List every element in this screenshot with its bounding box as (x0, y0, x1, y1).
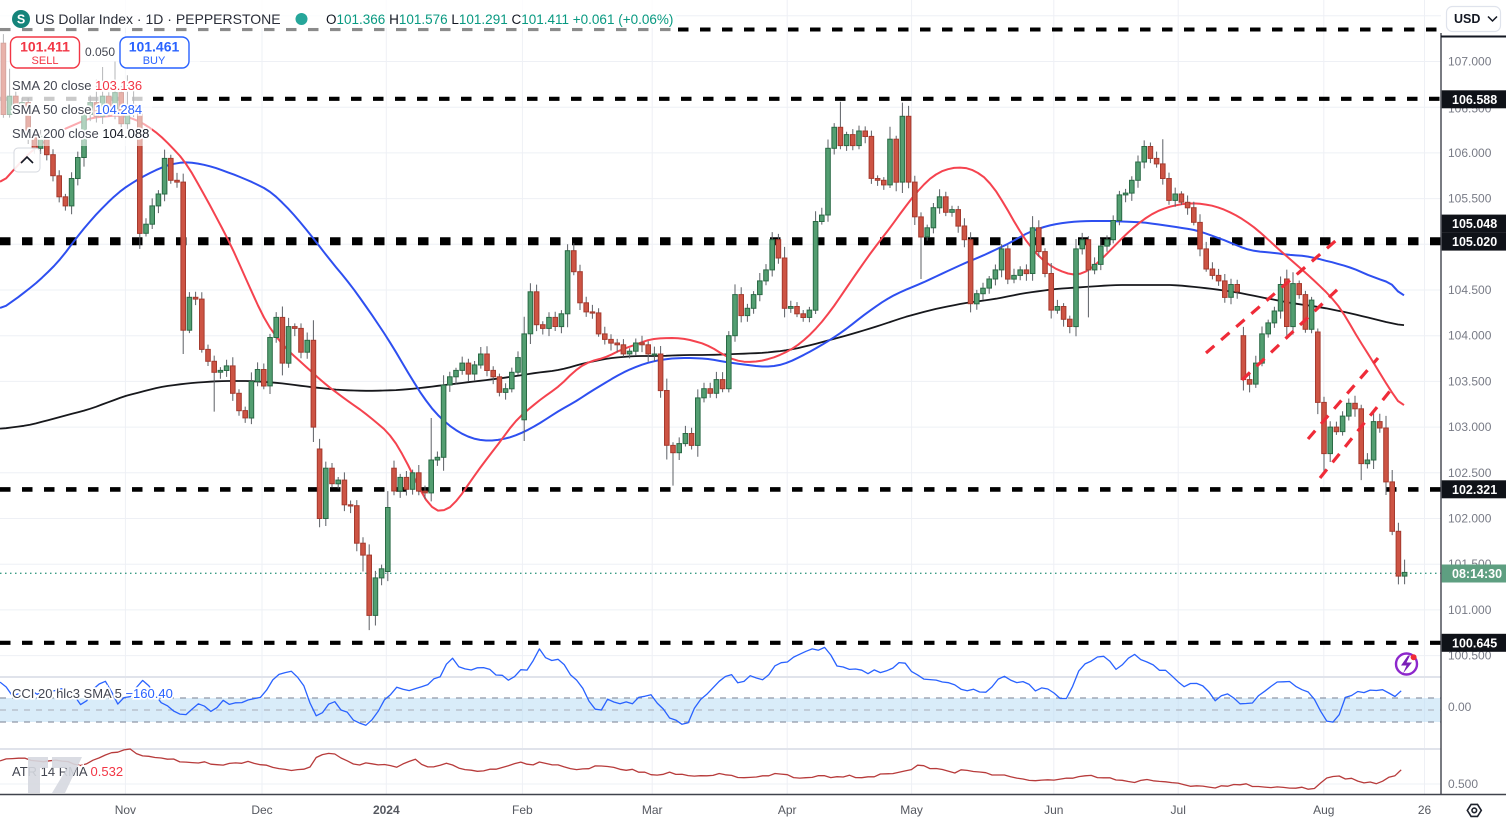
svg-text:103.000: 103.000 (1448, 420, 1492, 434)
svg-text:Dec: Dec (251, 803, 272, 817)
svg-text:105.020: 105.020 (1452, 235, 1497, 249)
svg-text:O101.366 H101.576 L101.291 C10: O101.366 H101.576 L101.291 C101.411 +0.0… (326, 12, 673, 27)
svg-text:101.000: 101.000 (1448, 603, 1492, 617)
svg-text:104.500: 104.500 (1448, 283, 1492, 297)
svg-text:BUY: BUY (143, 55, 166, 67)
svg-text:101.461: 101.461 (129, 39, 180, 55)
svg-text:May: May (900, 803, 923, 817)
svg-text:08:14:30: 08:14:30 (1452, 567, 1502, 581)
svg-text:0.050: 0.050 (85, 45, 115, 59)
svg-text:S: S (17, 13, 25, 27)
svg-text:103.500: 103.500 (1448, 374, 1492, 388)
svg-text:Aug: Aug (1313, 803, 1334, 817)
svg-text:106.588: 106.588 (1452, 93, 1497, 107)
svg-text:US Dollar Index · 1D · PEPPERS: US Dollar Index · 1D · PEPPERSTONE (35, 11, 281, 27)
svg-text:102.500: 102.500 (1448, 466, 1492, 480)
svg-text:105.500: 105.500 (1448, 192, 1492, 206)
svg-text:104.000: 104.000 (1448, 329, 1492, 343)
svg-text:101.411: 101.411 (20, 39, 70, 55)
svg-text:Mar: Mar (642, 803, 663, 817)
svg-text:0.00: 0.00 (1448, 700, 1472, 714)
svg-text:SMA 20 close 103.136: SMA 20 close 103.136 (12, 78, 142, 93)
svg-text:Nov: Nov (115, 803, 136, 817)
svg-text:USD: USD (1454, 12, 1480, 26)
svg-text:0.500: 0.500 (1448, 777, 1478, 791)
svg-text:Jul: Jul (1171, 803, 1186, 817)
svg-text:SELL: SELL (32, 55, 59, 67)
svg-text:102.000: 102.000 (1448, 512, 1492, 526)
svg-text:26: 26 (1418, 803, 1432, 817)
svg-text:2024: 2024 (373, 803, 400, 817)
svg-text:107.000: 107.000 (1448, 55, 1492, 69)
svg-text:102.321: 102.321 (1452, 483, 1497, 497)
svg-text:SMA 50 close 104.284: SMA 50 close 104.284 (12, 102, 142, 117)
svg-text:106.000: 106.000 (1448, 146, 1492, 160)
svg-text:CCI 20 hlc3 SMA 5 −160.40: CCI 20 hlc3 SMA 5 −160.40 (12, 686, 173, 701)
svg-text:Jun: Jun (1044, 803, 1063, 817)
svg-text:Feb: Feb (512, 803, 533, 817)
svg-text:100.500: 100.500 (1448, 649, 1492, 663)
svg-text:105.048: 105.048 (1452, 217, 1497, 231)
svg-text:100.645: 100.645 (1452, 636, 1497, 650)
svg-text:Apr: Apr (778, 803, 797, 817)
svg-text:SMA 200 close 104.088: SMA 200 close 104.088 (12, 126, 149, 141)
